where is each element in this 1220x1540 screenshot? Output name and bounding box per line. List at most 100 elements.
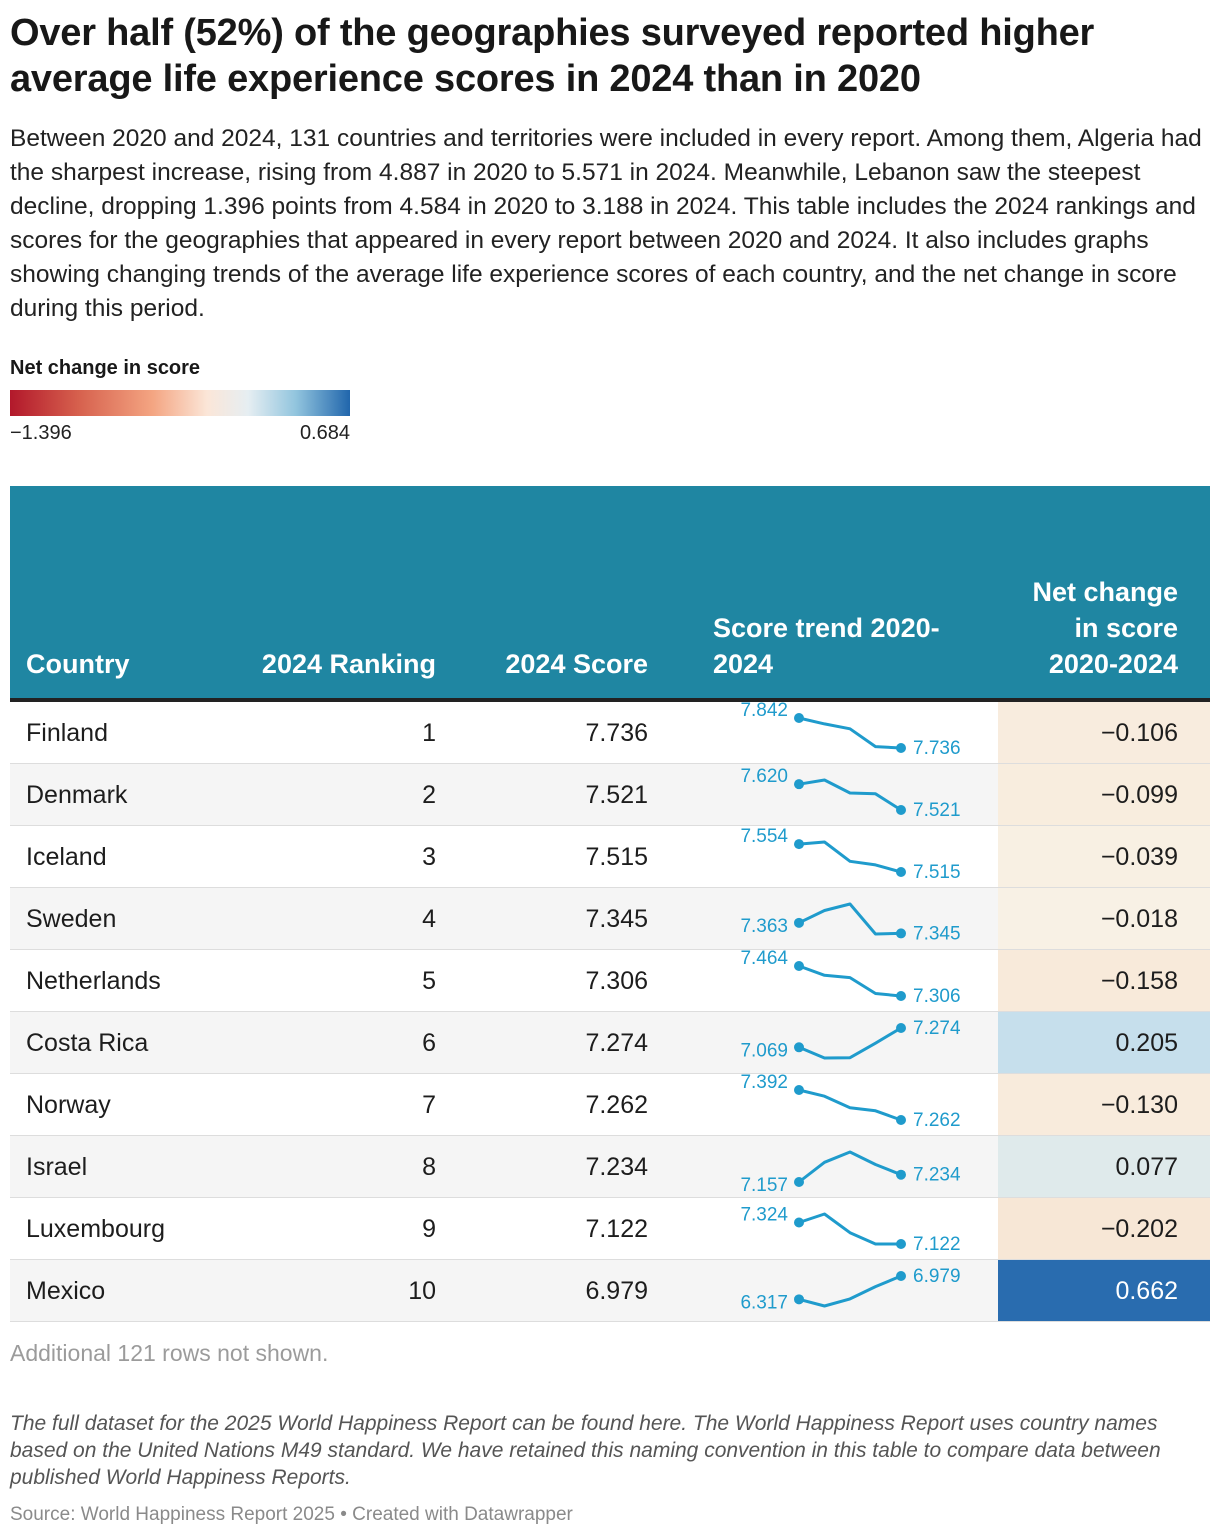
table-header: Country 2024 Ranking 2024 Score Score tr… bbox=[10, 486, 1210, 702]
sparkline-end-point bbox=[896, 743, 906, 753]
table-row: Netherlands 5 7.306 7.464 7.306 −0.158 bbox=[10, 950, 1210, 1012]
sparkline-end-point bbox=[896, 1239, 906, 1249]
sparkline-start-label: 7.363 bbox=[740, 916, 788, 937]
score-cell: 6.979 bbox=[585, 1277, 648, 1305]
sparkline-end-label: 7.122 bbox=[913, 1234, 961, 1255]
table-row: Israel 8 7.234 7.157 7.234 0.077 bbox=[10, 1136, 1210, 1198]
sparkline-line bbox=[798, 840, 902, 874]
column-header-ranking[interactable]: 2024 Ranking bbox=[261, 649, 436, 679]
country-cell: Iceland bbox=[26, 843, 107, 871]
sparkline: 7.363 7.345 bbox=[740, 902, 961, 944]
legend-gradient-bar bbox=[10, 390, 350, 416]
sparkline-start-label: 7.324 bbox=[740, 1205, 788, 1226]
country-cell: Luxembourg bbox=[26, 1215, 165, 1243]
sparkline-start-label: 7.554 bbox=[740, 826, 788, 847]
sparkline-line bbox=[798, 1274, 902, 1308]
sparkline-end-label: 7.274 bbox=[913, 1018, 961, 1039]
sparkline-start-point bbox=[794, 1177, 804, 1187]
sparkline-end-point bbox=[896, 1023, 906, 1033]
chart-title: Over half (52%) of the geographies surve… bbox=[10, 12, 1095, 100]
sparkline-start-label: 7.069 bbox=[740, 1040, 788, 1061]
sparkline-end-point bbox=[896, 991, 906, 1001]
score-trend-cell: 7.363 7.345 bbox=[710, 888, 998, 949]
sparkline: 7.842 7.736 bbox=[740, 702, 961, 759]
column-header-score[interactable]: 2024 Score bbox=[505, 649, 648, 679]
sparkline: 7.392 7.262 bbox=[740, 1074, 960, 1131]
score-trend-cell: 7.620 7.521 bbox=[710, 764, 998, 825]
sparkline-end-label: 7.345 bbox=[913, 923, 961, 944]
country-cell: Finland bbox=[26, 719, 108, 747]
color-legend: Net change in score −1.396 0.684 bbox=[10, 354, 350, 445]
ranking-cell: 6 bbox=[422, 1029, 436, 1057]
table-row: Costa Rica 6 7.274 7.069 7.274 0.205 bbox=[10, 1012, 1210, 1074]
sparkline-start-point bbox=[794, 1085, 804, 1095]
table-row: Luxembourg 9 7.122 7.324 7.122 −0.202 bbox=[10, 1198, 1210, 1260]
net-change-cell: 0.077 bbox=[998, 1136, 1210, 1197]
sparkline-end-label: 7.306 bbox=[913, 986, 961, 1007]
score-trend-cell: 6.317 6.979 bbox=[710, 1260, 998, 1321]
score-cell: 7.122 bbox=[585, 1215, 648, 1243]
score-trend-cell: 7.392 7.262 bbox=[710, 1074, 998, 1135]
net-change-cell: 0.662 bbox=[998, 1260, 1210, 1321]
score-trend-cell: 7.069 7.274 bbox=[710, 1012, 998, 1073]
sparkline-line bbox=[798, 1026, 902, 1060]
sparkline-end-label: 7.736 bbox=[913, 738, 961, 759]
sparkline: 7.554 7.515 bbox=[740, 826, 960, 883]
sparkline-start-point bbox=[794, 779, 804, 790]
sparkline-line bbox=[798, 1212, 901, 1246]
score-cell: 7.345 bbox=[585, 905, 648, 933]
score-trend-cell: 7.554 7.515 bbox=[710, 826, 998, 887]
sparkline-start-label: 7.392 bbox=[740, 1074, 788, 1093]
ranking-cell: 4 bbox=[422, 905, 436, 933]
sparkline-start-label: 7.620 bbox=[740, 766, 788, 787]
column-header-country[interactable]: Country bbox=[26, 649, 130, 679]
sparkline-start-point bbox=[794, 961, 804, 971]
sparkline-end-label: 7.521 bbox=[913, 800, 961, 821]
country-cell: Denmark bbox=[26, 781, 128, 809]
sparkline: 7.464 7.306 bbox=[740, 950, 961, 1007]
legend-max-label: 0.684 bbox=[299, 422, 350, 444]
net-change-cell: −0.018 bbox=[998, 888, 1210, 949]
sparkline-start-point bbox=[794, 839, 804, 850]
sparkline-start-point bbox=[794, 1217, 804, 1228]
sparkline-end-point bbox=[896, 1271, 906, 1281]
sparkline-start-point bbox=[794, 713, 804, 723]
column-header-trend[interactable]: Score trend 2020-2024 bbox=[713, 613, 940, 679]
table-row: Sweden 4 7.345 7.363 7.345 −0.018 bbox=[10, 888, 1210, 950]
score-trend-cell: 7.842 7.736 bbox=[710, 702, 998, 763]
table-body: Finland 1 7.736 7.842 7.736 −0.106 Denmark 2 7.5… bbox=[10, 702, 1210, 1322]
sparkline-line bbox=[798, 902, 902, 936]
sparkline-line bbox=[798, 778, 902, 812]
sparkline-start-label: 7.842 bbox=[740, 702, 788, 721]
sparkline-line bbox=[798, 1088, 902, 1122]
score-cell: 7.515 bbox=[585, 843, 648, 871]
ranking-cell: 10 bbox=[408, 1277, 436, 1305]
column-header-net-change[interactable]: Net change in score 2020-2024 bbox=[1032, 577, 1178, 679]
sparkline-start-point bbox=[794, 1294, 804, 1305]
sparkline-end-point bbox=[896, 928, 906, 939]
score-cell: 7.521 bbox=[585, 781, 648, 809]
score-cell: 7.274 bbox=[585, 1029, 648, 1057]
net-change-cell: −0.202 bbox=[998, 1198, 1210, 1259]
net-change-cell: −0.106 bbox=[998, 702, 1210, 763]
sparkline: 7.157 7.234 bbox=[740, 1150, 961, 1196]
ranking-cell: 9 bbox=[422, 1215, 436, 1243]
sparkline-start-point bbox=[794, 1042, 804, 1053]
ranking-cell: 7 bbox=[422, 1091, 436, 1119]
country-cell: Norway bbox=[26, 1091, 111, 1119]
score-cell: 7.736 bbox=[585, 719, 648, 747]
sparkline-end-point bbox=[896, 867, 906, 877]
ranking-cell: 2 bbox=[422, 781, 436, 809]
sparkline-end-point bbox=[896, 1115, 906, 1125]
sparkline-line bbox=[798, 964, 902, 998]
sparkline-start-point bbox=[794, 917, 804, 928]
footnote: The full dataset for the 2025 World Happ… bbox=[10, 1412, 1161, 1489]
score-cell: 7.306 bbox=[585, 967, 648, 995]
ranking-cell: 8 bbox=[422, 1153, 436, 1181]
table-row: Finland 1 7.736 7.842 7.736 −0.106 bbox=[10, 702, 1210, 764]
sparkline-end-label: 7.234 bbox=[913, 1165, 961, 1186]
sparkline: 7.620 7.521 bbox=[740, 766, 961, 821]
net-change-cell: −0.099 bbox=[998, 764, 1210, 825]
legend-min-label: −1.396 bbox=[10, 422, 72, 444]
sparkline-end-point bbox=[896, 805, 906, 815]
